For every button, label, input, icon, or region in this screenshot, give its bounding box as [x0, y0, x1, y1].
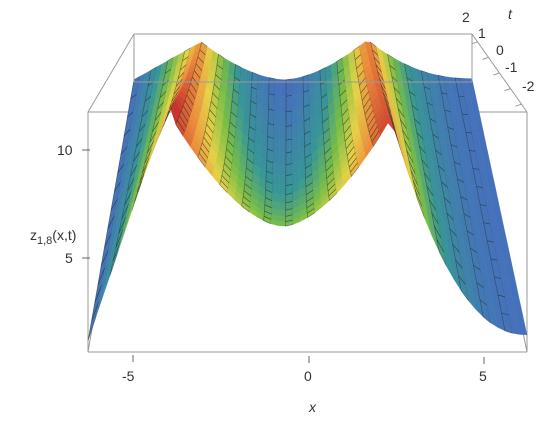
surface-patch	[273, 151, 280, 165]
t-tick-mark	[471, 41, 478, 45]
t-tick-label-2: 2	[462, 9, 470, 25]
box-edge-top-left	[87, 33, 135, 113]
t-tick-label-neg2: -2	[522, 78, 535, 94]
t-tick-label-0: 0	[496, 42, 504, 58]
surface-patch	[297, 106, 305, 124]
surface-patch	[278, 215, 286, 222]
surface-patch	[314, 69, 321, 88]
t-tick-label-neg1: -1	[505, 59, 518, 75]
surface-patch	[273, 124, 281, 141]
surface-patch	[285, 95, 293, 113]
surface-mesh	[87, 41, 528, 341]
z-axis-label-args: (x,t)	[52, 227, 76, 243]
surface-patch	[261, 120, 269, 137]
surface-patch	[272, 162, 280, 176]
surface-patch	[466, 78, 477, 98]
surface-patch	[239, 67, 247, 85]
surface-patch	[278, 209, 286, 217]
surface-patch	[297, 76, 304, 95]
surface-patch	[257, 74, 264, 93]
surface-patch	[87, 301, 99, 341]
surface-patch	[291, 123, 299, 140]
surface-patch	[266, 135, 275, 152]
surface-patch	[285, 151, 293, 166]
surface-patch	[279, 126, 287, 141]
surface-patch	[285, 110, 293, 127]
surface-patch	[297, 120, 305, 138]
surface-patch	[272, 173, 280, 186]
surface-patch	[279, 111, 287, 127]
surface-patch	[279, 95, 287, 112]
surface-patch	[279, 175, 286, 186]
surface-patch	[274, 94, 281, 112]
surface-patch	[268, 77, 276, 96]
surface-patch	[308, 87, 316, 105]
surface-patch	[278, 194, 286, 204]
surface-patch	[256, 89, 264, 107]
surface-patch	[278, 221, 286, 227]
t-tick-mark	[515, 103, 522, 107]
x-axis-label: x	[308, 399, 317, 415]
surface-patch	[291, 77, 298, 96]
surface-patch	[251, 71, 259, 91]
surface-patch	[291, 93, 298, 112]
surface-patch	[279, 152, 287, 165]
surface-patch	[267, 122, 275, 139]
z-tick-label-10: 10	[57, 142, 73, 158]
z-tick-label-5: 5	[65, 250, 73, 266]
t-axis: 2 1 0 -1 -2 t	[462, 6, 535, 94]
surface-patch	[285, 125, 293, 141]
surface-patch	[267, 108, 275, 126]
t-tick-mark	[493, 72, 500, 76]
surface-patch	[262, 76, 270, 94]
surface-patch	[255, 103, 263, 121]
x-tick-label-neg5: -5	[122, 368, 135, 384]
surface-patch	[250, 86, 258, 105]
surface-patch	[279, 164, 287, 176]
z-axis: 10 5 z1,8(x,t)	[30, 142, 90, 266]
surface-patch	[262, 91, 269, 110]
surface-patch	[278, 185, 286, 195]
surface-patch	[291, 109, 299, 126]
x-tick-label-5: 5	[479, 368, 487, 384]
surface-patch	[297, 92, 304, 110]
surface-patch	[308, 72, 315, 91]
t-tick-label-1: 1	[478, 25, 486, 41]
t-axis-label: t	[508, 6, 513, 22]
surface-patch	[302, 74, 310, 93]
surface-patch	[302, 89, 310, 108]
x-axis: -5 0 5 x	[122, 355, 487, 415]
x-tick-label-0: 0	[304, 368, 312, 384]
surface-patch	[285, 138, 293, 154]
t-tick-mark	[482, 56, 489, 60]
surface-patch	[273, 138, 280, 153]
surface-patch	[285, 173, 293, 187]
surface-patch	[278, 202, 286, 211]
bounding-box-front	[133, 33, 522, 107]
surface-patch	[268, 93, 275, 111]
surface-patch	[291, 149, 299, 164]
surface-patch	[279, 139, 287, 154]
t-tick-mark	[504, 88, 511, 92]
surface-patch	[285, 163, 293, 177]
surface-patch	[274, 78, 281, 97]
surface-patch	[261, 106, 269, 124]
z-axis-label-main: z	[30, 227, 37, 243]
z-axis-label: z1,8(x,t)	[30, 227, 76, 247]
z-axis-label-sub: 1,8	[37, 235, 52, 247]
surface-patch	[245, 69, 253, 88]
surface-patch	[291, 136, 299, 152]
surface-patch	[273, 110, 281, 127]
